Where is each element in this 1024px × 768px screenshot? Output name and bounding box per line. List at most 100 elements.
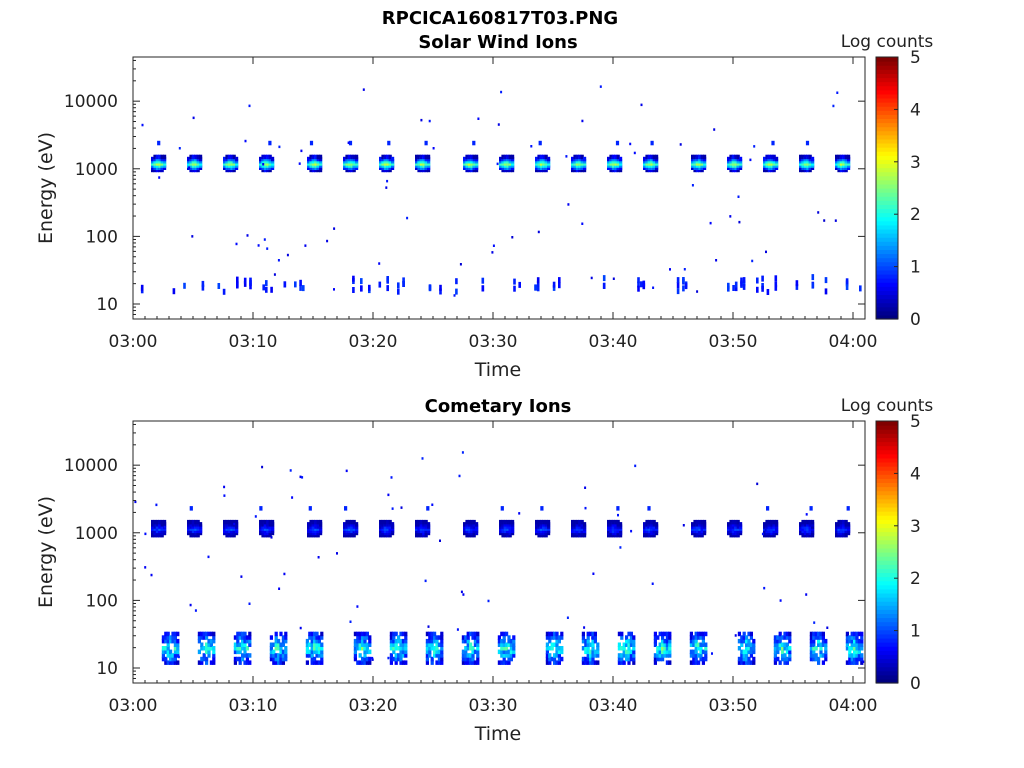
heatmap-cell: [263, 519, 267, 525]
heatmap-cell: [431, 503, 434, 506]
heatmap-cell: [284, 656, 288, 662]
colorbar-segment: [876, 212, 898, 218]
heatmap-cell: [240, 575, 243, 578]
colorbar-segment: [876, 470, 898, 475]
heatmap-cell: [749, 660, 753, 665]
heatmap-cell: [386, 179, 389, 183]
heatmap-cell: [394, 656, 398, 662]
heatmap-cell: [356, 660, 360, 665]
heatmap-cell: [381, 519, 385, 525]
heatmap-cell: [225, 519, 229, 525]
colorbar-segment: [876, 580, 898, 586]
heatmap-cell: [814, 631, 818, 637]
heatmap-cell: [811, 274, 815, 281]
colorbar-segment: [876, 654, 898, 660]
heatmap-cell: [809, 638, 813, 644]
heatmap-cell: [694, 649, 698, 655]
heatmap-cell: [397, 646, 401, 651]
heatmap-cell: [269, 642, 273, 647]
heatmap-cell: [233, 656, 237, 662]
heatmap-cell: [272, 642, 276, 647]
heatmap-cell: [497, 642, 501, 647]
heatmap-cell: [734, 154, 738, 160]
heatmap-cell: [555, 642, 559, 647]
heatmap-cell: [315, 635, 319, 640]
heatmap-cell: [169, 653, 173, 658]
colorbar-segment: [876, 564, 898, 569]
heatmap-cell: [581, 646, 585, 651]
heatmap-cell: [860, 635, 864, 640]
colorbar-segment: [876, 466, 898, 471]
colorbar-segment: [876, 314, 898, 320]
heatmap-cell: [776, 649, 780, 655]
y-tick-label: 10: [96, 659, 118, 679]
heatmap-cell: [317, 556, 320, 559]
heatmap-cell: [555, 653, 559, 658]
heatmap-cell: [663, 649, 667, 655]
heatmap-cell: [310, 631, 314, 637]
heatmap-cell: [279, 660, 283, 665]
heatmap-cell: [770, 154, 774, 160]
heatmap-cell: [352, 275, 355, 282]
heatmap-cell: [207, 642, 211, 647]
heatmap-cell: [505, 660, 509, 665]
heatmap-cell: [200, 631, 204, 637]
heatmap-cell: [745, 635, 749, 640]
heatmap-cell: [233, 646, 237, 651]
heatmap-cell: [435, 660, 439, 665]
heatmap-cell: [401, 642, 405, 647]
heatmap-cell: [692, 653, 696, 658]
heatmap-cell: [536, 280, 540, 287]
heatmap-cell: [261, 519, 265, 525]
heatmap-cell: [269, 635, 273, 640]
colorbar-segment: [876, 69, 898, 74]
heatmap-cell: [399, 638, 403, 644]
heatmap-cell: [440, 638, 444, 644]
heatmap-cell: [772, 154, 776, 160]
heatmap-cell: [658, 653, 662, 658]
heatmap-cell: [622, 653, 626, 658]
colorbar-segment: [876, 441, 898, 447]
heatmap-cell: [365, 646, 369, 651]
heatmap-cell: [499, 156, 503, 162]
heatmap-cell: [268, 140, 272, 146]
heatmap-cell: [397, 653, 401, 658]
heatmap-cell: [243, 660, 247, 665]
colorbar-segment: [876, 556, 898, 561]
heatmap-cell: [466, 638, 470, 644]
heatmap-cell: [611, 519, 615, 525]
heatmap-cell: [383, 519, 387, 525]
heatmap-cell: [620, 653, 624, 658]
heatmap-cell: [236, 649, 240, 655]
heatmap-cell: [812, 638, 816, 644]
heatmap-cell: [824, 656, 828, 662]
heatmap-cell: [173, 653, 177, 658]
heatmap-cell: [629, 142, 632, 146]
heatmap-cell: [476, 656, 480, 662]
heatmap-cell: [740, 649, 744, 655]
heatmap-cell: [166, 660, 170, 665]
heatmap-cell: [507, 638, 511, 644]
heatmap-cell: [230, 154, 234, 160]
colorbar-segment: [876, 637, 898, 643]
colorbar-segment: [876, 494, 898, 500]
heatmap-cell: [766, 289, 770, 295]
heatmap-cell: [696, 290, 699, 293]
heatmap-cell: [473, 631, 477, 637]
heatmap-cell: [752, 642, 756, 647]
heatmap-cell: [813, 621, 816, 624]
heatmap-cell: [625, 656, 629, 662]
heatmap-cell: [761, 532, 764, 536]
heatmap-cell: [397, 282, 400, 289]
heatmap-cell: [560, 656, 564, 662]
heatmap-cell: [573, 154, 577, 160]
heatmap-cell: [202, 653, 206, 658]
heatmap-cell: [745, 646, 749, 651]
colorbar-frame: [875, 420, 899, 684]
heatmap-cell: [437, 642, 441, 647]
heatmap-cell: [141, 123, 144, 127]
heatmap-cell: [313, 635, 317, 640]
heatmap-cell: [173, 660, 177, 665]
heatmap-cell: [809, 642, 813, 647]
heatmap-cell: [773, 646, 777, 651]
